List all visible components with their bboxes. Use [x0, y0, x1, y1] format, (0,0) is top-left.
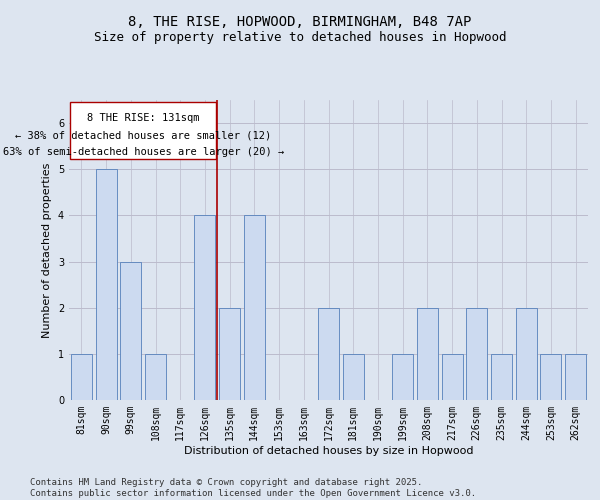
Bar [219, 308, 240, 400]
Bar [145, 354, 166, 400]
Text: Size of property relative to detached houses in Hopwood: Size of property relative to detached ho… [94, 31, 506, 44]
Text: Contains HM Land Registry data © Crown copyright and database right 2025.
Contai: Contains HM Land Registry data © Crown c… [30, 478, 476, 498]
Text: 63% of semi-detached houses are larger (20) →: 63% of semi-detached houses are larger (… [2, 148, 284, 158]
Bar [516, 308, 537, 400]
Text: 8, THE RISE, HOPWOOD, BIRMINGHAM, B48 7AP: 8, THE RISE, HOPWOOD, BIRMINGHAM, B48 7A… [128, 16, 472, 30]
Bar [120, 262, 141, 400]
Bar [95, 169, 116, 400]
Bar [491, 354, 512, 400]
Text: ← 38% of detached houses are smaller (12): ← 38% of detached houses are smaller (12… [15, 130, 271, 140]
Y-axis label: Number of detached properties: Number of detached properties [43, 162, 52, 338]
Bar [71, 354, 92, 400]
Bar [244, 216, 265, 400]
Bar [417, 308, 438, 400]
X-axis label: Distribution of detached houses by size in Hopwood: Distribution of detached houses by size … [184, 446, 473, 456]
Bar [318, 308, 339, 400]
Bar [466, 308, 487, 400]
Text: 8 THE RISE: 131sqm: 8 THE RISE: 131sqm [87, 113, 199, 123]
Bar [541, 354, 562, 400]
Bar [442, 354, 463, 400]
Bar [70, 102, 216, 159]
Bar [392, 354, 413, 400]
Bar [565, 354, 586, 400]
Bar [343, 354, 364, 400]
Bar [194, 216, 215, 400]
